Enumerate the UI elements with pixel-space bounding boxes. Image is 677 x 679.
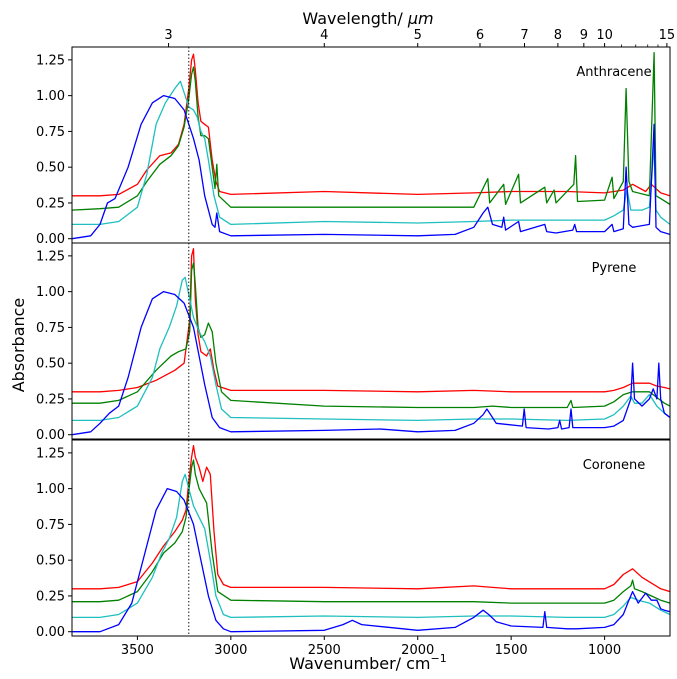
top-tick-label: 9 [580,28,588,43]
y-tick-label: 1.00 [36,482,65,497]
panel-title: Pyrene [592,261,637,276]
panel-background [72,47,670,243]
x-axis-label: Wavenumber/ cm−1 [289,652,446,673]
top-tick-label: 7 [520,28,528,43]
panel-title: Anthracene [576,65,651,80]
series-line-3 [72,94,670,240]
top-tick-label: 8 [554,28,562,43]
y-tick-label: 0.75 [36,125,65,140]
x-tick-label: 2000 [401,643,434,658]
y-tick-label: 0.50 [36,161,65,176]
x-tick-label: 3500 [121,643,154,658]
y-tick-label: 1.25 [36,53,65,68]
x-axis-label-sup: −1 [431,652,447,665]
top-tick-label: 6 [476,28,484,43]
top-tick-label: 10 [596,28,613,43]
top-axis-label-unit: μm [407,9,434,28]
y-tick-label: 0.00 [36,625,65,640]
series-line-0 [72,53,670,197]
y-tick-label: 0.25 [36,196,65,211]
panel-background [72,440,670,636]
x-tick-label: 2500 [308,643,341,658]
x-tick-label: 1000 [588,643,621,658]
top-tick-label: 15 [659,28,676,43]
y-axis-label: Absorbance [9,298,28,393]
panel-1: 0.00 0.25 0.50 0.75 1.00 1.25 Pyrene [36,242,671,443]
y-tick-label: 1.25 [36,249,65,264]
y-tick-label: 0.25 [36,392,65,407]
panel-background [72,243,670,439]
x-tick-label: 3000 [214,643,247,658]
series-line-3 [72,487,670,633]
series-line-0 [72,445,670,593]
y-tick-label: 0.00 [36,232,65,247]
series-group [72,445,670,633]
y-tick-label: 1.00 [36,89,65,104]
series-line-2 [72,473,670,619]
top-axis-label-text: Wavelength/ [302,9,407,28]
series-line-2 [72,80,670,226]
series-group [72,248,670,436]
y-tick-label: 0.75 [36,518,65,533]
panels-group: 0.00 0.25 0.50 0.75 1.00 1.25 3 4 5 6 7 8 9 10 15 Anthr… [36,28,675,658]
panel-frame [71,439,671,637]
y-tick-label: 0.75 [36,321,65,336]
y-tick-label: 1.00 [36,285,65,300]
top-tick-label: 3 [164,28,172,43]
top-tick-label: 5 [414,28,422,43]
x-axis-label-text: Wavenumber/ cm [289,654,430,673]
series-line-0 [72,248,670,393]
series-group [72,52,670,240]
x-tick-label: 1500 [495,643,528,658]
series-line-3 [72,290,670,436]
panel-0: 0.00 0.25 0.50 0.75 1.00 1.25 3 4 5 6 7 8 9 10 15 Anthr… [36,28,675,247]
top-tick-label: 4 [320,28,328,43]
y-tick-label: 0.00 [36,428,65,443]
panel-title: Coronene [583,458,646,473]
series-line-1 [72,52,670,211]
panel-frame [71,242,671,440]
series-line-2 [72,276,670,422]
y-tick-label: 0.50 [36,554,65,569]
y-tick-label: 1.25 [36,446,65,461]
series-line-1 [72,262,670,409]
y-tick-label: 0.50 [36,357,65,372]
series-line-1 [72,459,670,604]
top-axis-label: Wavelength/ μm [302,9,433,28]
panel-2: 0.00 0.25 0.50 0.75 1.00 1.25 3500 3000 2500 2000… [36,439,671,658]
y-tick-label: 0.25 [36,589,65,604]
